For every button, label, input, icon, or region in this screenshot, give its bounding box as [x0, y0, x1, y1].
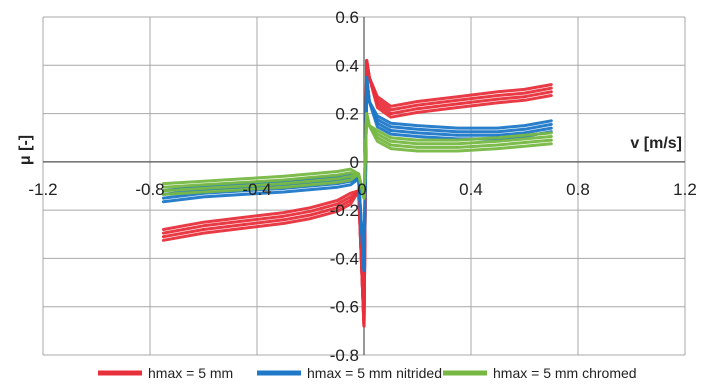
- data-point: [523, 95, 526, 98]
- data-point: [376, 102, 379, 106]
- data-point: [496, 97, 499, 101]
- data-point: [282, 182, 285, 185]
- data-point: [416, 146, 419, 149]
- data-point: [202, 187, 205, 190]
- data-point: [282, 218, 285, 221]
- data-point: [242, 184, 245, 188]
- x-tick-label: -1.2: [28, 180, 57, 199]
- y-tick-label: 0.4: [335, 56, 359, 75]
- data-point: [365, 76, 368, 79]
- legend: hmax = 5 mm hmax = 5 mm nitrided hmax = 5 …: [98, 365, 637, 381]
- data-point: [550, 126, 553, 130]
- data-point: [376, 136, 379, 139]
- data-point: [368, 100, 371, 103]
- data-point: [162, 189, 165, 192]
- data-point: [523, 141, 526, 144]
- data-point: [456, 134, 459, 137]
- data-point: [336, 177, 339, 180]
- y-tick-label: -0.6: [330, 298, 359, 317]
- data-point: [357, 172, 360, 176]
- x-axis-label: v [m/s]: [630, 135, 682, 152]
- data-point: [496, 134, 499, 137]
- data-point: [416, 131, 419, 135]
- y-tick-label: 0.2: [335, 105, 359, 124]
- y-tick-label: 0: [350, 153, 359, 172]
- data-point: [349, 175, 352, 178]
- data-point: [456, 102, 459, 106]
- y-tick-label: 0.6: [335, 8, 359, 27]
- data-point: [389, 129, 392, 132]
- data-point: [202, 228, 205, 231]
- data-point: [389, 143, 392, 147]
- x-tick-label: 0.8: [566, 180, 590, 199]
- data-point: [162, 235, 165, 238]
- data-point: [362, 324, 366, 328]
- data-point: [523, 131, 526, 135]
- data-point: [496, 143, 499, 147]
- data-point: [309, 213, 312, 217]
- x-tick-label: 0.4: [459, 180, 483, 199]
- y-tick-label: -0.2: [330, 201, 359, 220]
- data-point: [550, 90, 553, 94]
- data-point: [365, 59, 368, 62]
- x-tick-label: -0.4: [242, 180, 271, 199]
- data-point: [365, 112, 368, 115]
- y-tick-labels: -0.8 -0.6 -0.4 -0.2 0 0.2 0.4 0.6: [330, 8, 359, 365]
- x-tick-label: -0.8: [135, 180, 164, 199]
- x-tick-labels: -1.2 -0.8 -0.4 0 0.4 0.8 1.2: [28, 180, 696, 199]
- series-group: [161, 59, 553, 328]
- data-point: [362, 269, 366, 272]
- data-point: [368, 76, 371, 79]
- data-point: [242, 223, 245, 226]
- y-tick-label: -0.8: [330, 346, 359, 365]
- series-3: [161, 112, 553, 200]
- legend-label: hmax = 5 mm chromed: [493, 365, 637, 381]
- x-tick-label: 1.2: [673, 180, 697, 199]
- data-point: [368, 124, 371, 127]
- data-point: [162, 196, 165, 200]
- y-tick-label: -0.4: [330, 249, 359, 268]
- data-point: [456, 146, 459, 149]
- data-point: [389, 112, 392, 115]
- data-point: [550, 138, 553, 142]
- data-point: [416, 107, 419, 110]
- data-point: [336, 206, 339, 209]
- data-point: [309, 180, 312, 183]
- series-line: [161, 112, 553, 200]
- x-tick-label: 0: [357, 180, 366, 199]
- legend-label: hmax = 5 mm: [148, 365, 233, 381]
- data-point: [349, 199, 352, 202]
- data-point: [376, 122, 379, 125]
- y-axis-label: μ [-]: [17, 135, 34, 165]
- legend-label: hmax = 5 mm nitrided: [307, 365, 442, 381]
- data-point: [362, 196, 366, 200]
